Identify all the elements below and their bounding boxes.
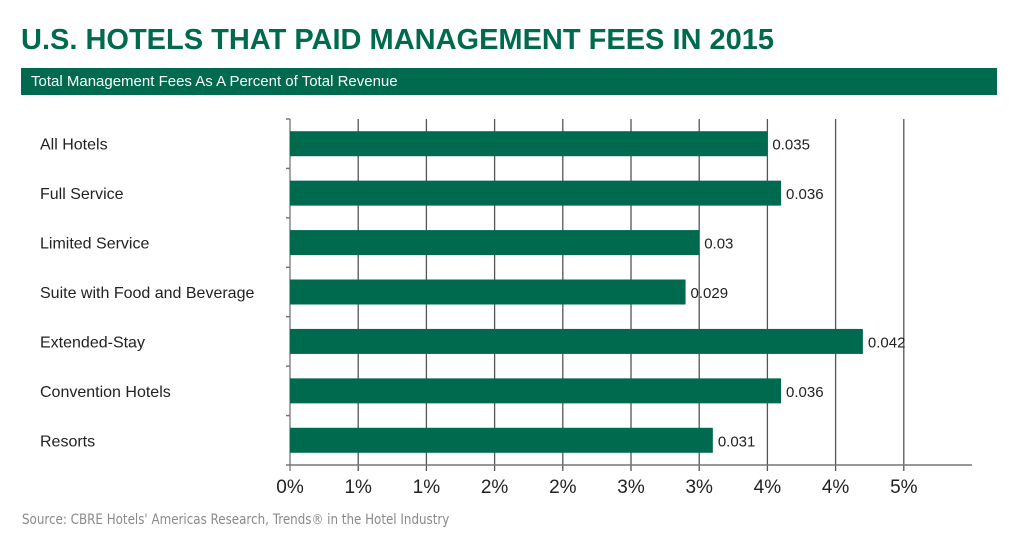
bar-limited-service [290, 230, 700, 256]
source-note: Source: CBRE Hotels' Americas Research, … [22, 512, 450, 528]
data-label: 0.03 [704, 236, 733, 253]
chart-title: U.S. HOTELS THAT PAID MANAGEMENT FEES IN… [21, 24, 775, 56]
data-label: 0.031 [718, 433, 756, 450]
x-tick-label: 1% [413, 477, 441, 498]
category-label: Resorts [40, 433, 95, 450]
x-tick-label: 4% [754, 477, 782, 498]
bar-extended-stay [290, 328, 863, 354]
chart-subtitle: Total Management Fees As A Percent of To… [21, 68, 997, 95]
data-label: 0.036 [786, 384, 824, 401]
category-label: Extended-Stay [40, 334, 145, 351]
x-tick-label: 0% [276, 477, 304, 498]
bar-resorts [290, 427, 713, 453]
x-tick-label: 3% [617, 477, 645, 498]
category-label: Convention Hotels [40, 384, 171, 401]
category-label: Suite with Food and Beverage [40, 285, 254, 302]
category-label: All Hotels [40, 137, 108, 154]
x-tick-label: 5% [890, 477, 918, 498]
x-tick-label: 2% [549, 477, 577, 498]
bar-full-service [290, 180, 782, 206]
bar-all-hotels [290, 131, 768, 157]
x-tick-label: 3% [685, 477, 713, 498]
category-label: Full Service [40, 186, 124, 203]
category-label: Limited Service [40, 236, 149, 253]
data-label: 0.036 [786, 186, 824, 203]
data-label: 0.035 [772, 137, 810, 154]
data-label: 0.029 [691, 285, 729, 302]
data-label: 0.042 [868, 334, 906, 351]
bar-convention-hotels [290, 378, 782, 404]
x-tick-label: 2% [481, 477, 509, 498]
x-tick-label: 4% [822, 477, 850, 498]
bar-suite-with-food-and-beverage [290, 279, 686, 305]
x-tick-label: 1% [344, 477, 372, 498]
